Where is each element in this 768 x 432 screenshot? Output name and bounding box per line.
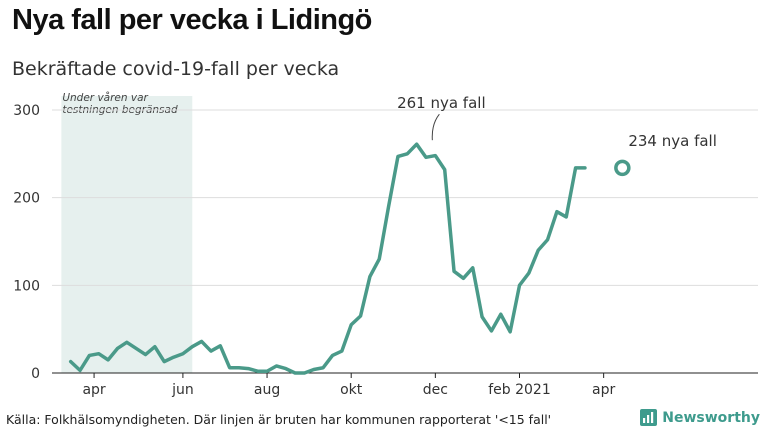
shaded-region	[61, 96, 193, 373]
data-point	[462, 277, 465, 280]
data-point	[181, 352, 184, 355]
data-point	[481, 315, 484, 318]
data-point	[284, 367, 287, 370]
data-point	[368, 275, 371, 278]
data-point	[144, 353, 147, 356]
data-point	[275, 364, 278, 367]
y-tick-label: 300	[13, 103, 40, 119]
data-point	[163, 360, 166, 363]
series-line	[68, 142, 587, 375]
data-point	[565, 215, 568, 218]
data-point	[256, 370, 259, 373]
data-point	[453, 270, 456, 273]
x-tick-label: okt	[340, 382, 363, 398]
data-point	[537, 249, 540, 252]
x-tick-label: jun	[171, 382, 194, 398]
data-point	[350, 323, 353, 326]
data-point	[266, 370, 269, 373]
newsworthy-logo-icon	[640, 409, 658, 426]
data-point	[425, 156, 428, 159]
data-point	[88, 354, 91, 357]
data-point	[209, 350, 212, 353]
data-point	[518, 284, 521, 287]
data-point	[79, 369, 82, 372]
data-point	[509, 330, 512, 333]
chart-title: Nya fall per vecka i Lidingö	[12, 4, 372, 36]
data-point	[583, 166, 586, 169]
x-tick-label: aug	[254, 382, 280, 398]
last-value-marker	[614, 159, 631, 177]
data-point	[228, 366, 231, 369]
data-point	[238, 366, 241, 369]
data-point	[546, 238, 549, 241]
y-tick-label: 0	[31, 366, 40, 382]
data-point	[527, 272, 530, 275]
brand-name: Newsworthy	[662, 409, 760, 426]
data-point	[294, 372, 297, 375]
annotation-leader	[431, 113, 440, 141]
data-point	[340, 350, 343, 353]
data-point	[172, 356, 175, 359]
data-point	[499, 313, 502, 316]
x-tick-label: apr	[592, 382, 615, 398]
y-tick-label: 200	[13, 191, 40, 207]
y-tick-label: 100	[13, 278, 40, 294]
data-point	[443, 168, 446, 171]
source-note: Källa: Folkhälsomyndigheten. Där linjen …	[6, 412, 552, 427]
data-point	[97, 352, 100, 355]
data-point	[322, 366, 325, 369]
data-point	[219, 344, 222, 347]
data-point	[331, 354, 334, 357]
data-point	[153, 345, 156, 348]
annotation-last-label: 234 nya fall	[628, 132, 717, 150]
data-point	[555, 210, 558, 213]
x-tick-label: dec	[423, 382, 448, 398]
data-point	[135, 347, 138, 350]
data-point	[191, 345, 194, 348]
data-point	[396, 155, 399, 158]
chart-subtitle: Bekräftade covid-19-fall per vecka	[12, 58, 340, 80]
x-tick-label: feb 2021	[488, 382, 551, 398]
x-tick-label: apr	[82, 382, 105, 398]
brand[interactable]: Newsworthy	[640, 409, 760, 426]
data-point	[406, 152, 409, 155]
annotation-peak-label: 261 nya fall	[397, 94, 486, 112]
data-point	[69, 360, 72, 363]
data-point	[125, 341, 128, 344]
data-point	[107, 358, 110, 361]
data-point	[116, 347, 119, 350]
data-point	[247, 367, 250, 370]
data-point	[574, 166, 577, 169]
data-point	[471, 266, 474, 269]
data-point	[490, 329, 493, 332]
data-point	[303, 372, 306, 375]
data-point	[359, 315, 362, 318]
data-point	[200, 340, 203, 343]
shaded-region-label: Under våren var	[62, 91, 148, 104]
data-point	[312, 368, 315, 371]
data-point	[387, 205, 390, 208]
data-point	[434, 154, 437, 157]
data-point	[378, 258, 381, 261]
data-point	[415, 143, 418, 146]
